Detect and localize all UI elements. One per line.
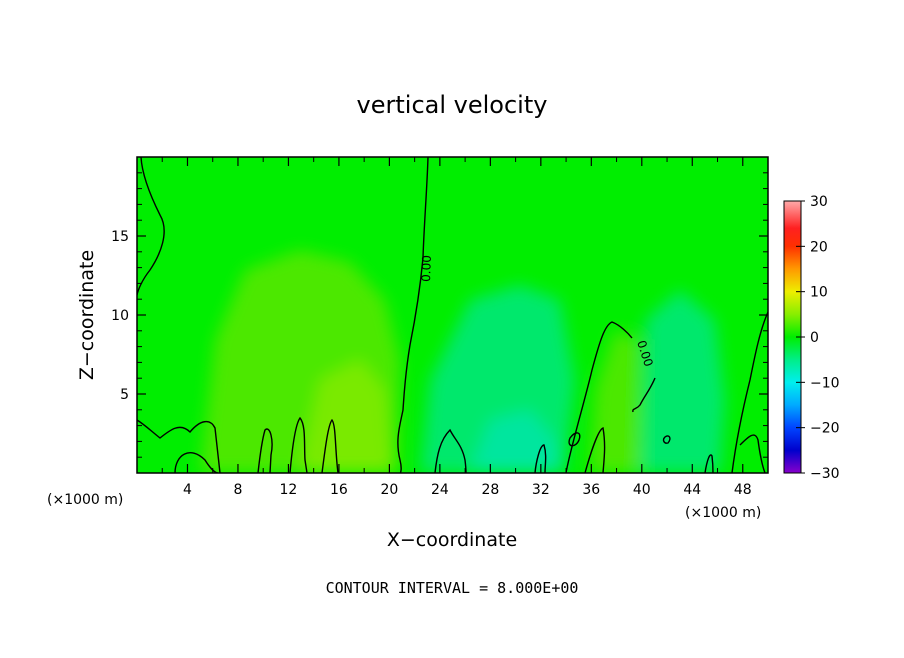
contour-line bbox=[565, 321, 633, 473]
contour-line bbox=[257, 428, 273, 473]
x-tick-label: 12 bbox=[280, 482, 298, 498]
contour-line bbox=[739, 434, 766, 473]
x-axis-title: X−coordinate bbox=[387, 529, 517, 551]
y-axis-title: Z−coordinate bbox=[76, 250, 98, 380]
contour-line bbox=[321, 418, 339, 473]
colorbar-tick-label: 10 bbox=[810, 285, 828, 301]
colorbar: 30 20 10 0 −10 −20 −30 bbox=[783, 194, 840, 482]
velocity-field-shading bbox=[200, 250, 725, 473]
x-tick-label: 20 bbox=[380, 482, 398, 498]
contour-line bbox=[534, 444, 547, 473]
y-axis: 5 10 15 bbox=[111, 172, 768, 458]
contour-interval-note: CONTOUR INTERVAL = 8.000E+00 bbox=[326, 579, 579, 597]
x-tick-label: 24 bbox=[431, 482, 449, 498]
x-unit-label-left: (×1000 m) bbox=[47, 492, 123, 508]
contour-line bbox=[584, 427, 606, 473]
updraft-region-east bbox=[590, 330, 640, 473]
x-tick-label: 32 bbox=[532, 482, 550, 498]
x-tick-label: 16 bbox=[330, 482, 348, 498]
downdraft-region-east bbox=[640, 290, 725, 473]
colorbar-tick-label: 30 bbox=[810, 194, 828, 210]
contour-line bbox=[434, 428, 467, 473]
contour-line bbox=[568, 432, 581, 447]
contour-line bbox=[632, 377, 656, 413]
x-tick-label: 44 bbox=[683, 482, 701, 498]
x-tick-label: 40 bbox=[633, 482, 651, 498]
x-tick-label: 4 bbox=[183, 482, 192, 498]
y-tick-label: 5 bbox=[120, 387, 129, 403]
contour-line-zero bbox=[397, 157, 429, 473]
colorbar-tick-label: 20 bbox=[810, 239, 828, 255]
chart-title: vertical velocity bbox=[357, 91, 548, 119]
contour-line bbox=[704, 454, 714, 473]
contour-line bbox=[731, 311, 768, 473]
x-tick-label: 48 bbox=[734, 482, 752, 498]
contour-label: 0.00 bbox=[419, 255, 434, 282]
colorbar-tick-label: 0 bbox=[810, 330, 819, 346]
colorbar-tick-label: −30 bbox=[810, 466, 840, 482]
updraft-region-core bbox=[300, 360, 392, 473]
contour-line bbox=[137, 157, 165, 296]
x-tick-label: 36 bbox=[582, 482, 600, 498]
x-axis: 4 8 12 16 20 24 28 32 36 40 44 48 bbox=[161, 157, 752, 498]
colorbar-tick-label: −10 bbox=[810, 375, 840, 391]
y-tick-label: 10 bbox=[111, 308, 129, 324]
colorbar-ticks: 30 20 10 0 −10 −20 −30 bbox=[796, 194, 840, 482]
contour-line bbox=[137, 419, 221, 473]
contour-line bbox=[289, 416, 308, 473]
colorbar-tick-label: −20 bbox=[810, 421, 840, 437]
contour-line bbox=[662, 435, 671, 444]
contours bbox=[137, 157, 768, 473]
contour-line bbox=[174, 452, 219, 473]
y-tick-label: 15 bbox=[111, 229, 129, 245]
plot-area: 0.00 0.00 bbox=[137, 157, 768, 473]
x-unit-label-right: (×1000 m) bbox=[685, 505, 761, 521]
x-tick-label: 8 bbox=[233, 482, 242, 498]
x-tick-label: 28 bbox=[481, 482, 499, 498]
